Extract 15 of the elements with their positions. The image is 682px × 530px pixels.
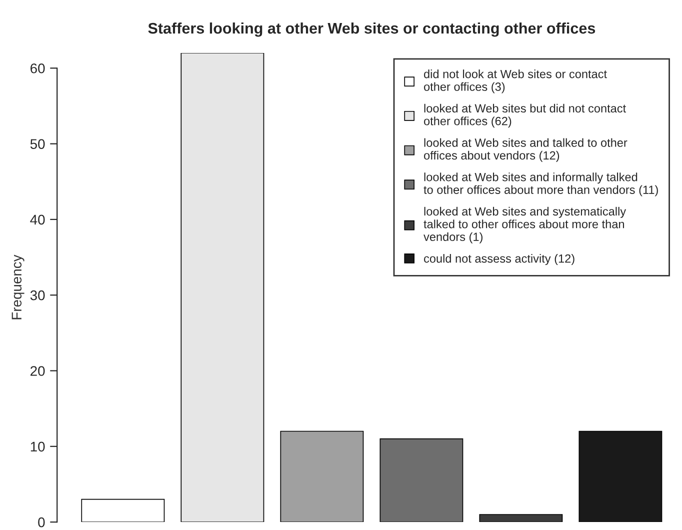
legend-label: did not look at Web sites or contact other offices (3) [424, 70, 607, 94]
y-tick-label: 50 [30, 139, 45, 149]
y-tick-label: 20 [30, 366, 45, 376]
legend-label: could not assess activity (12) [424, 254, 574, 266]
legend-label: looked at Web sites but did not contact other offices (62) [424, 104, 626, 128]
y-tick-label: 10 [30, 442, 45, 452]
y-tick-label: 0 [38, 517, 45, 528]
chart-title: Staffers looking at other Web sites or contacting other offices [148, 22, 596, 37]
legend-label: looked at Web sites and systematically talked to other offices about more than vendors (1) [424, 206, 626, 244]
legend-label: looked at Web sites and informally talked to other offices about more than vendors (11) [424, 172, 658, 196]
y-tick-label: 40 [30, 214, 45, 225]
legend-label: looked at Web sites and talked to other offices about vendors (12) [424, 138, 628, 162]
y-tick-label: 60 [30, 63, 45, 74]
y-tick-label: 30 [30, 290, 45, 300]
y-axis-title: Frequency [12, 254, 24, 320]
